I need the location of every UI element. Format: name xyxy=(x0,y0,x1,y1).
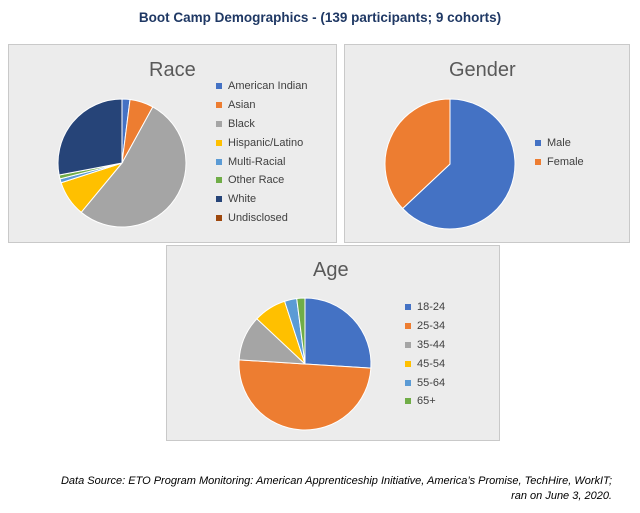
race-legend-label: Asian xyxy=(228,99,256,112)
gender-legend-item-female: Female xyxy=(535,153,584,172)
race-legend-item-american-indian: American Indian xyxy=(216,77,308,96)
race-legend-swatch xyxy=(216,158,222,165)
race-legend-item-undisclosed: Undisclosed xyxy=(216,209,308,228)
gender-slice-female xyxy=(384,98,451,210)
race-legend-swatch xyxy=(216,139,222,146)
gender-chart-title: Gender xyxy=(449,59,516,81)
gender-legend-swatch xyxy=(535,140,541,147)
age-legend-item-25-34: 25-34 xyxy=(405,317,445,336)
race-legend-label: American Indian xyxy=(228,80,308,93)
race-legend-swatch xyxy=(216,120,222,127)
age-slice-65 xyxy=(296,297,306,365)
race-legend-swatch xyxy=(216,214,222,221)
race-legend-swatch xyxy=(216,196,222,203)
race-legend-item-asian: Asian xyxy=(216,96,308,115)
age-legend-item-45-54: 45-54 xyxy=(405,354,445,373)
age-chart-panel: Age 18-24 25-34 35-44 45-54 55-64 65+ xyxy=(166,245,500,441)
age-legend-swatch xyxy=(405,323,411,330)
race-legend-swatch xyxy=(216,83,222,90)
age-slice-25-34 xyxy=(238,359,372,431)
race-chart-title: Race xyxy=(149,59,196,81)
main-title: Boot Camp Demographics - (139 participan… xyxy=(138,10,502,25)
data-source-line-2: ran on June 3, 2020. xyxy=(511,490,612,502)
gender-legend-swatch xyxy=(535,159,541,166)
age-legend-label: 35-44 xyxy=(417,338,446,351)
gender-slice-male xyxy=(401,98,516,230)
race-slice-white xyxy=(57,98,123,176)
race-pie-chart xyxy=(57,98,187,228)
age-chart-title: Age xyxy=(313,259,349,281)
gender-legend: Male Female xyxy=(535,134,584,172)
race-legend-swatch xyxy=(216,102,222,109)
race-slice-black xyxy=(80,106,187,228)
age-pie-chart xyxy=(238,297,372,431)
gender-pie-chart xyxy=(384,98,516,230)
race-legend-label: Undisclosed xyxy=(228,211,288,224)
data-source-line-1: Data Source: ETO Program Monitoring: Ame… xyxy=(60,475,612,487)
age-slice-18-24 xyxy=(304,297,372,369)
age-legend-swatch xyxy=(405,304,411,311)
age-legend-label: 65+ xyxy=(417,395,436,408)
race-legend-label: Other Race xyxy=(228,174,285,187)
data-source-note: Data Source: ETO Program Monitoring: Ame… xyxy=(52,474,612,504)
age-legend-swatch xyxy=(405,398,411,405)
race-legend-label: Black xyxy=(228,117,255,130)
age-legend-label: 55-64 xyxy=(417,376,446,389)
age-legend-swatch xyxy=(405,379,411,386)
gender-legend-item-male: Male xyxy=(535,134,584,153)
age-legend-item-55-64: 55-64 xyxy=(405,373,445,392)
race-legend-label: White xyxy=(228,193,257,206)
age-legend-label: 18-24 xyxy=(417,301,446,314)
age-legend-swatch xyxy=(405,360,411,367)
race-legend-item-hispanic-latino: Hispanic/Latino xyxy=(216,133,308,152)
race-legend-item-black: Black xyxy=(216,115,308,134)
race-legend-item-multi-racial: Multi-Racial xyxy=(216,152,308,171)
age-legend-item-65: 65+ xyxy=(405,392,445,411)
age-legend-label: 45-54 xyxy=(417,357,446,370)
race-legend-item-other-race: Other Race xyxy=(216,171,308,190)
race-legend-item-white: White xyxy=(216,190,308,209)
age-legend-label: 25-34 xyxy=(417,320,446,333)
age-legend-item-18-24: 18-24 xyxy=(405,298,445,317)
race-legend: American Indian Asian Black Hispanic/Latino… xyxy=(216,77,308,227)
age-legend-swatch xyxy=(405,341,411,348)
gender-chart-panel: Gender Male Female xyxy=(344,44,630,243)
age-legend-item-35-44: 35-44 xyxy=(405,336,445,355)
race-chart-panel: Race American Indian Asian Black Hispanic/L… xyxy=(8,44,337,243)
race-legend-swatch xyxy=(216,177,222,184)
race-legend-label: Multi-Racial xyxy=(228,155,286,168)
gender-legend-label: Female xyxy=(547,156,584,169)
gender-legend-label: Male xyxy=(547,137,571,150)
race-legend-label: Hispanic/Latino xyxy=(228,136,304,149)
age-legend: 18-24 25-34 35-44 45-54 55-64 65+ xyxy=(405,298,445,411)
